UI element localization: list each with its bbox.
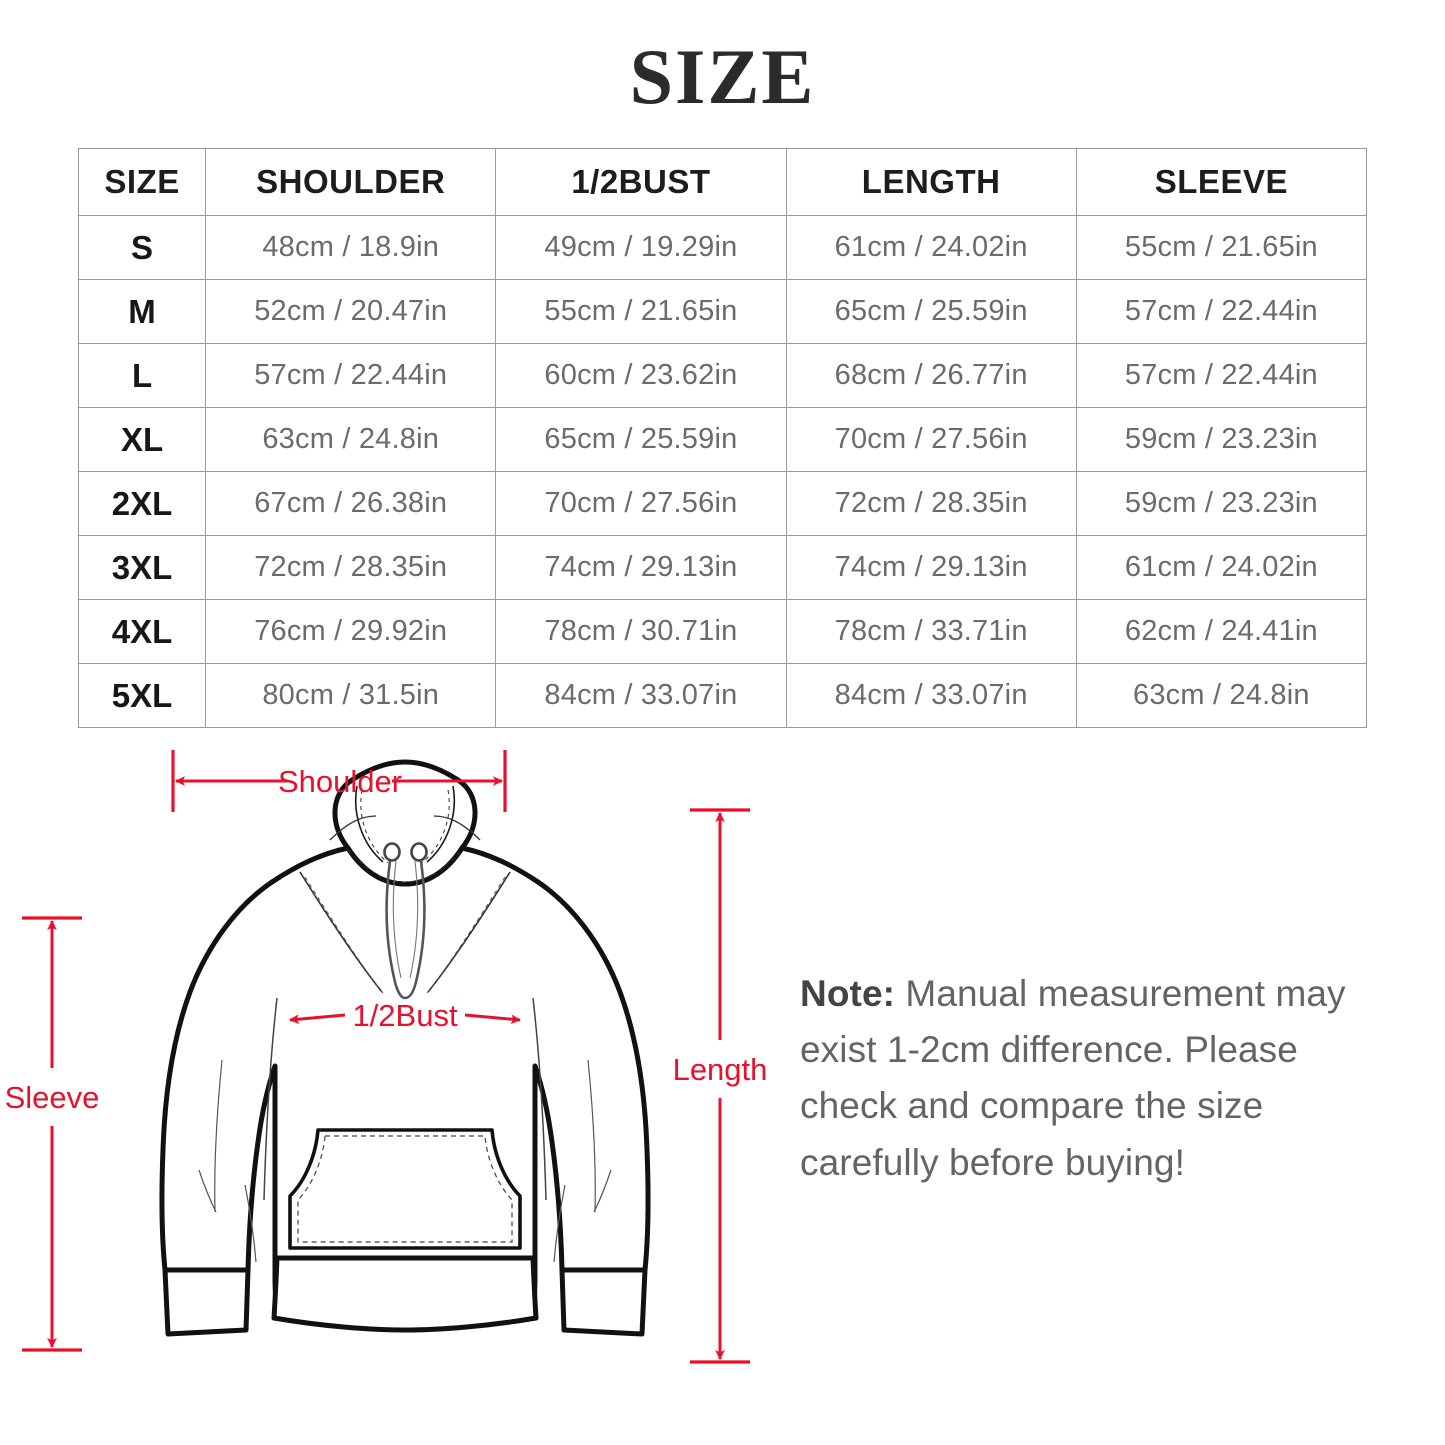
length-measure-arrow: Length [673, 808, 768, 1364]
cell-size: L [77, 343, 207, 408]
column-header-sleeve: SLEEVE [1075, 148, 1368, 216]
sleeve-measure-label: Sleeve [5, 1080, 100, 1115]
table-row: S 48cm / 18.9in 49cm / 19.29in 61cm / 24… [77, 215, 1368, 280]
cell-shoulder: 48cm / 18.9in [205, 215, 497, 280]
table-row: M 52cm / 20.47in 55cm / 21.65in 65cm / 2… [77, 279, 1368, 344]
cell-size: 3XL [77, 535, 207, 600]
cell-shoulder: 52cm / 20.47in [205, 279, 497, 344]
cell-half-bust: 60cm / 23.62in [495, 343, 787, 408]
cell-half-bust: 55cm / 21.65in [495, 279, 787, 344]
cell-sleeve: 59cm / 23.23in [1075, 471, 1368, 536]
cell-half-bust: 65cm / 25.59in [495, 407, 787, 472]
shoulder-measure-label: Shoulder [278, 764, 402, 799]
cell-half-bust: 84cm / 33.07in [495, 663, 787, 728]
table-row: XL 63cm / 24.8in 65cm / 25.59in 70cm / 2… [77, 407, 1368, 472]
cell-length: 61cm / 24.02in [785, 215, 1077, 280]
cell-size: M [77, 279, 207, 344]
cell-shoulder: 67cm / 26.38in [205, 471, 497, 536]
hoodie-body-outline [159, 845, 651, 1321]
column-header-half-bust: 1/2BUST [495, 148, 787, 216]
cell-sleeve: 55cm / 21.65in [1075, 215, 1368, 280]
drawstring-left [385, 860, 406, 1000]
cell-sleeve: 57cm / 22.44in [1075, 279, 1368, 344]
cell-length: 78cm / 33.71in [785, 599, 1077, 664]
cell-length: 65cm / 25.59in [785, 279, 1077, 344]
cell-half-bust: 49cm / 19.29in [495, 215, 787, 280]
cell-size: 4XL [77, 599, 207, 664]
size-chart-table: SIZE SHOULDER 1/2BUST LENGTH SLEEVE S 48… [77, 148, 1368, 728]
cell-half-bust: 70cm / 27.56in [495, 471, 787, 536]
table-row: 3XL 72cm / 28.35in 74cm / 29.13in 74cm /… [77, 535, 1368, 600]
half-bust-measure-label: 1/2Bust [352, 998, 458, 1033]
drawstring-eyelet-left [383, 842, 401, 862]
length-measure-label: Length [673, 1052, 768, 1087]
cell-shoulder: 76cm / 29.92in [205, 599, 497, 664]
cell-shoulder: 72cm / 28.35in [205, 535, 497, 600]
drawstring-right [404, 860, 426, 1000]
cell-half-bust: 74cm / 29.13in [495, 535, 787, 600]
cell-size: 5XL [77, 663, 207, 728]
table-row: 4XL 76cm / 29.92in 78cm / 30.71in 78cm /… [77, 599, 1368, 664]
bottom-hem-band [271, 1255, 539, 1333]
sleeve-cuff-right [559, 1267, 648, 1337]
cell-sleeve: 61cm / 24.02in [1075, 535, 1368, 600]
note-text: Manual measurement may exist 1-2cm diffe… [800, 973, 1346, 1183]
cell-sleeve: 57cm / 22.44in [1075, 343, 1368, 408]
cell-length: 74cm / 29.13in [785, 535, 1077, 600]
cell-shoulder: 63cm / 24.8in [205, 407, 497, 472]
cell-size: 2XL [77, 471, 207, 536]
half-bust-measure-arrow: 1/2Bust [289, 998, 521, 1033]
table-row: 5XL 80cm / 31.5in 84cm / 33.07in 84cm / … [77, 663, 1368, 728]
cell-length: 70cm / 27.56in [785, 407, 1077, 472]
column-header-length: LENGTH [785, 148, 1077, 216]
column-header-shoulder: SHOULDER [205, 148, 497, 216]
sleeve-measure-arrow: Sleeve [5, 916, 100, 1352]
cell-sleeve: 62cm / 24.41in [1075, 599, 1368, 664]
kangaroo-pocket [288, 1128, 522, 1250]
cell-length: 68cm / 26.77in [785, 343, 1077, 408]
cell-size: S [77, 215, 207, 280]
hoodie-illustration [159, 759, 651, 1337]
measurement-note: Note: Manual measurement may exist 1-2cm… [800, 966, 1370, 1191]
cell-half-bust: 78cm / 30.71in [495, 599, 787, 664]
cell-shoulder: 57cm / 22.44in [205, 343, 497, 408]
table-header-row: SIZE SHOULDER 1/2BUST LENGTH SLEEVE [77, 148, 1368, 216]
cell-sleeve: 59cm / 23.23in [1075, 407, 1368, 472]
drawstring-eyelet-right [410, 842, 428, 862]
table-row: L 57cm / 22.44in 60cm / 23.62in 68cm / 2… [77, 343, 1368, 408]
measurement-diagram: Shoulder 1/2Bust Length Sleeve [0, 730, 800, 1420]
shoulder-measure-arrow: Shoulder [171, 750, 507, 812]
table-row: 2XL 67cm / 26.38in 70cm / 27.56in 72cm /… [77, 471, 1368, 536]
sleeve-cuff-left [162, 1267, 251, 1337]
page-title: SIZE [629, 33, 816, 120]
column-header-size: SIZE [77, 148, 207, 216]
note-label: Note: [800, 973, 896, 1014]
cell-shoulder: 80cm / 31.5in [205, 663, 497, 728]
cell-length: 72cm / 28.35in [785, 471, 1077, 536]
cell-length: 84cm / 33.07in [785, 663, 1077, 728]
cell-sleeve: 63cm / 24.8in [1075, 663, 1368, 728]
cell-size: XL [77, 407, 207, 472]
